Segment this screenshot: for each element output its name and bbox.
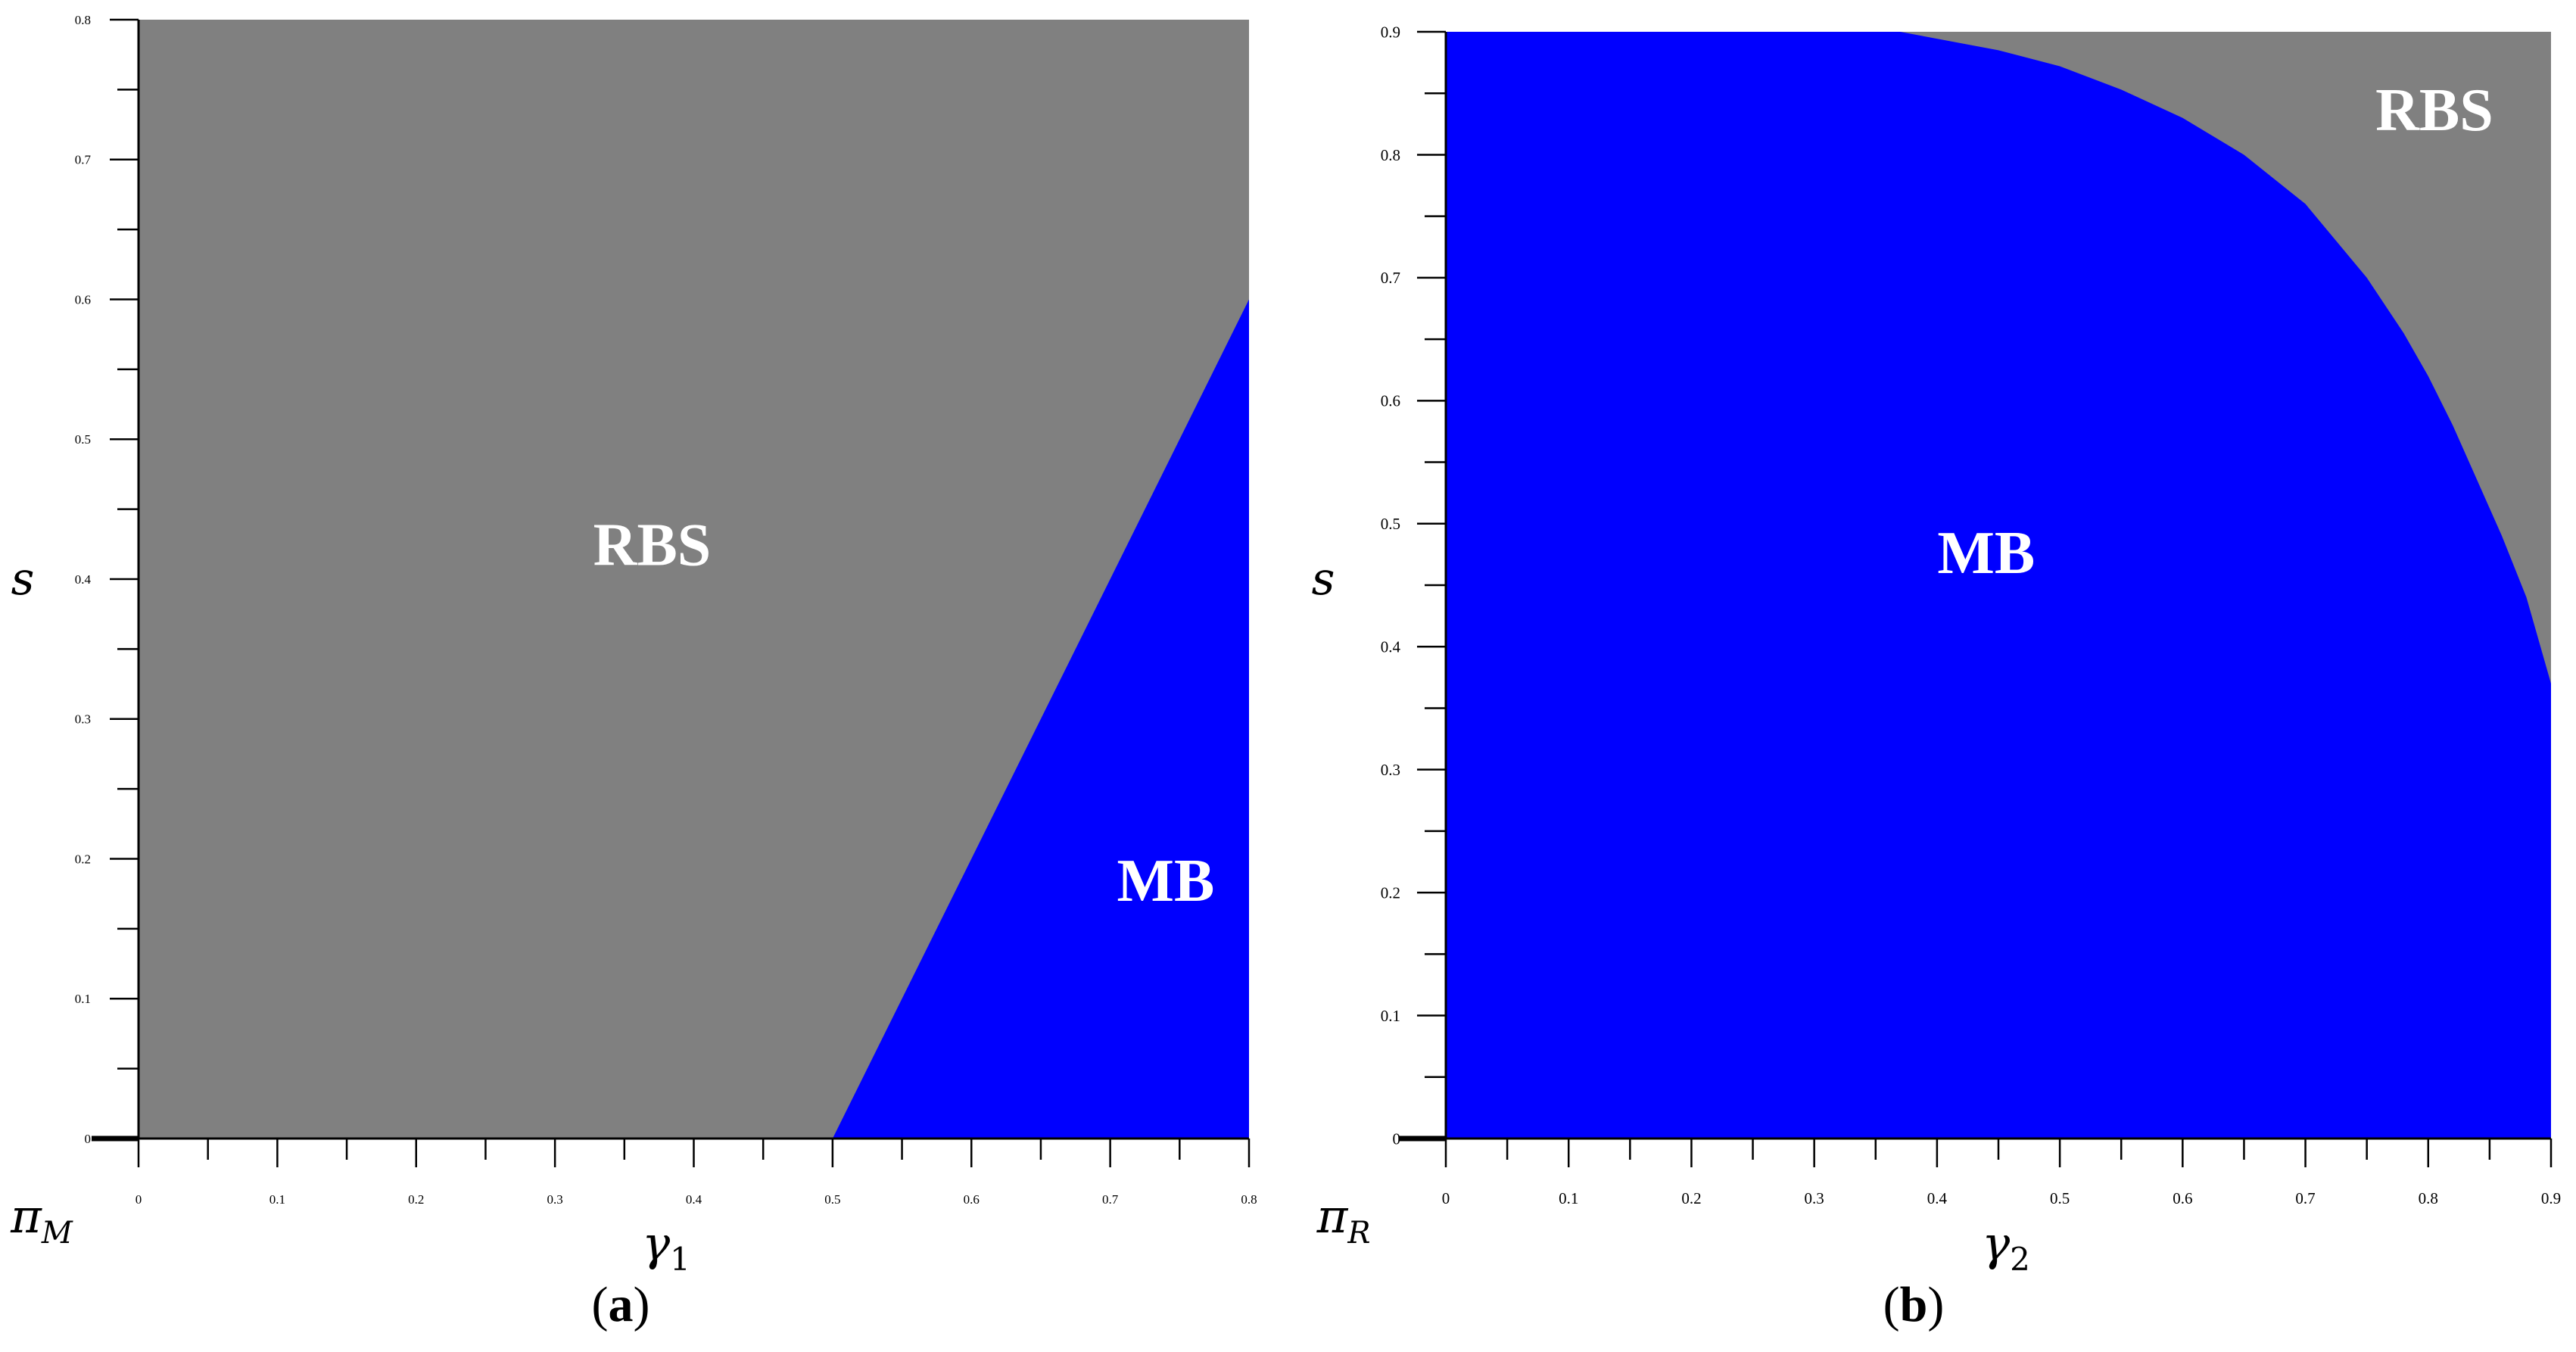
x-tick-label: 0.2 <box>1681 1189 1701 1207</box>
corner-label-subscript: R <box>1347 1216 1370 1251</box>
corner-label: πM <box>10 1188 73 1251</box>
y-tick-label: 0.7 <box>75 153 92 167</box>
region-label-rbs: RBS <box>593 512 712 579</box>
x-tick-label: 0.6 <box>964 1192 980 1207</box>
x-axis-label-subscript: 2 <box>2010 1241 2030 1278</box>
y-tick-label: 0.9 <box>1381 23 1400 41</box>
x-tick-label: 0.9 <box>2541 1189 2561 1207</box>
x-tick-label: 0.8 <box>1241 1192 1257 1207</box>
y-tick-label: 0.6 <box>1381 392 1400 410</box>
x-tick-label: 0.4 <box>1927 1189 1948 1207</box>
corner-label-subscript: M <box>41 1216 73 1251</box>
y-tick-label: 0.3 <box>75 712 91 727</box>
panel-caption: (b) <box>1883 1277 1945 1332</box>
y-tick-label: 0.4 <box>75 572 92 587</box>
x-tick-label: 0 <box>135 1192 142 1207</box>
x-tick-label: 0.1 <box>1559 1189 1578 1207</box>
x-tick-label: 0.4 <box>686 1192 702 1207</box>
x-tick-label: 0.7 <box>1102 1192 1119 1207</box>
y-tick-label: 0.8 <box>75 13 91 27</box>
y-tick-label: 0.3 <box>1381 761 1400 779</box>
y-tick-label: 0.6 <box>75 292 91 307</box>
y-tick-label: 0.8 <box>1381 146 1400 164</box>
y-tick-label: 0 <box>1393 1129 1401 1148</box>
y-tick-label: 0.1 <box>75 992 91 1006</box>
y-axis-label: s <box>11 553 35 606</box>
x-tick-label: 0.5 <box>2050 1189 2070 1207</box>
y-tick-label: 0.1 <box>1381 1007 1400 1025</box>
x-tick-label: 0.6 <box>2173 1189 2192 1207</box>
y-axis-label: s <box>1312 553 1335 606</box>
x-tick-label: 0.5 <box>824 1192 840 1207</box>
chart-panel-b: 0 0.1 0.2 0.3 0.4 0.5 0.6 0.7 0.8 0.9 0 0.1 0.2 0.3 0.… <box>1312 23 2562 1332</box>
y-tick-label: 0.2 <box>1381 883 1400 902</box>
panel-caption-letter: b <box>1900 1277 1928 1332</box>
y-tick-label: 0.2 <box>75 852 91 866</box>
x-tick-label: 0.7 <box>2295 1189 2315 1207</box>
corner-label: πR <box>1316 1188 1371 1251</box>
x-tick-label: 0.3 <box>1805 1189 1824 1207</box>
region-label-mb: MB <box>1117 848 1215 914</box>
region-label-mb: MB <box>1937 520 2035 587</box>
y-tick-label: 0 <box>85 1132 92 1146</box>
panel-caption: (a) <box>592 1277 650 1332</box>
x-tick-label: 0.1 <box>269 1192 285 1207</box>
x-tick-label: 0.8 <box>2419 1189 2438 1207</box>
y-tick-label: 0.5 <box>75 432 91 447</box>
region-mb-area <box>1446 32 2551 1139</box>
region-label-rbs: RBS <box>2375 77 2493 144</box>
region-mb-area <box>832 299 1249 1139</box>
x-axis-label: γ2 <box>1982 1216 2030 1278</box>
x-axis-label-subscript: 1 <box>670 1241 690 1278</box>
x-tick-label: 0.3 <box>547 1192 563 1207</box>
y-tick-label: 0.5 <box>1381 515 1400 533</box>
panel-caption-letter: a <box>609 1277 634 1332</box>
x-axis-label: γ1 <box>642 1216 690 1278</box>
x-tick-label: 0 <box>1442 1189 1450 1207</box>
y-tick-label: 0.7 <box>1381 269 1400 287</box>
x-tick-label: 0.2 <box>408 1192 424 1207</box>
y-tick-label: 0.4 <box>1381 638 1401 656</box>
chart-panel-a: 0 0.1 0.2 0.3 0.4 0.5 0.6 0.7 0.8 0 0.1 0.2 0.3 0.4 0.… <box>10 13 1257 1332</box>
